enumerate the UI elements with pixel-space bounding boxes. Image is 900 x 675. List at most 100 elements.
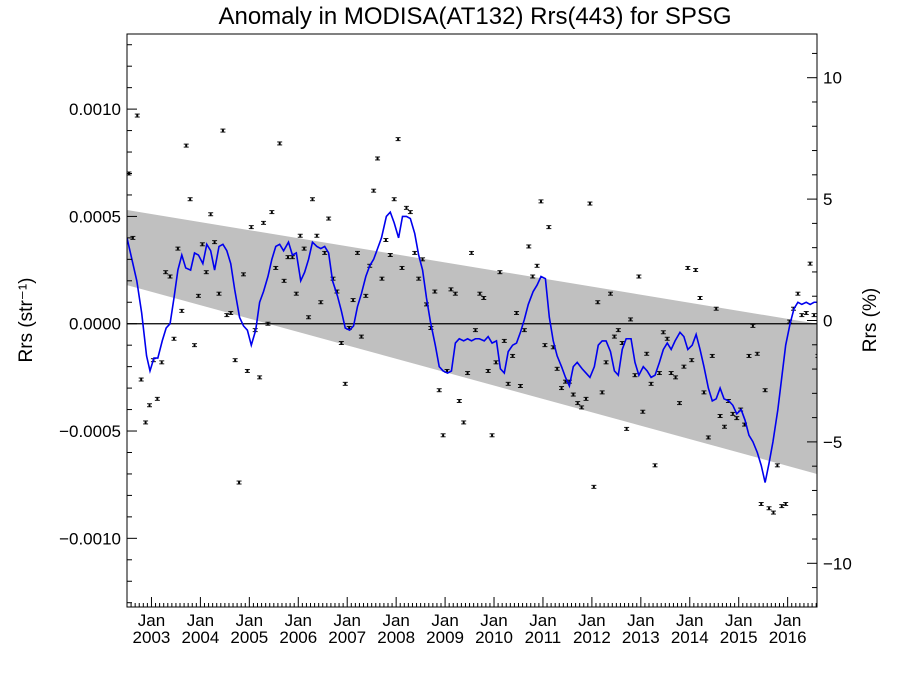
x-tick-year-label: 2007 <box>328 628 366 647</box>
data-point <box>559 386 565 391</box>
data-point <box>607 291 613 296</box>
data-point <box>676 401 682 406</box>
data-point <box>762 388 768 393</box>
data-point <box>199 242 205 247</box>
data-point <box>269 210 275 215</box>
data-point <box>232 358 238 363</box>
data-point <box>770 510 776 515</box>
x-tick-month-label: Jan <box>725 611 752 630</box>
data-point <box>510 353 516 358</box>
data-point <box>143 420 149 425</box>
data-point <box>314 233 320 238</box>
data-point <box>293 291 299 296</box>
data-point <box>554 366 560 371</box>
data-point <box>273 265 279 270</box>
data-point <box>399 265 405 270</box>
data-point <box>469 250 475 255</box>
x-tick-month-label: Jan <box>334 611 361 630</box>
data-point <box>318 300 324 305</box>
data-point <box>530 274 536 279</box>
data-point <box>265 321 271 326</box>
data-point <box>628 317 634 322</box>
right-tick-label: 10 <box>823 69 842 88</box>
data-point <box>354 250 360 255</box>
data-point <box>648 381 654 386</box>
left-tick-label: −0.0005 <box>59 422 121 441</box>
data-point <box>730 411 736 416</box>
data-point <box>363 293 369 298</box>
data-point <box>505 381 511 386</box>
data-point <box>656 371 662 376</box>
data-point <box>693 268 699 273</box>
data-point <box>440 433 446 438</box>
data-point <box>350 298 356 303</box>
right-tick-label: −10 <box>823 554 852 573</box>
data-point <box>395 137 401 142</box>
x-tick-month-label: Jan <box>480 611 507 630</box>
data-point <box>195 293 201 298</box>
data-point <box>673 375 679 380</box>
data-point <box>412 250 418 255</box>
data-point <box>774 463 780 468</box>
left-tick-label: 0.0005 <box>69 207 121 226</box>
data-point <box>546 225 552 230</box>
x-tick-month-label: Jan <box>774 611 801 630</box>
x-tick-month-label: Jan <box>578 611 605 630</box>
data-point <box>220 128 226 133</box>
data-point <box>644 351 650 356</box>
data-point <box>583 396 589 401</box>
data-point <box>179 308 185 313</box>
trend-band <box>127 209 817 474</box>
data-point <box>632 373 638 378</box>
data-point <box>322 250 328 255</box>
data-point <box>579 405 585 410</box>
x-tick-month-label: Jan <box>382 611 409 630</box>
data-point <box>171 336 177 341</box>
data-point <box>746 353 752 358</box>
data-point <box>371 188 377 193</box>
x-tick-year-label: 2015 <box>720 628 758 647</box>
data-point <box>575 401 581 406</box>
data-point <box>754 351 760 356</box>
x-tick-year-label: 2010 <box>475 628 513 647</box>
data-point <box>452 291 458 296</box>
data-point <box>285 255 291 260</box>
data-point <box>379 276 385 281</box>
data-point <box>501 338 507 343</box>
data-point <box>159 360 165 365</box>
data-point <box>138 377 144 382</box>
x-tick-month-label: Jan <box>529 611 556 630</box>
monthly-points <box>127 113 817 515</box>
data-point <box>248 225 254 230</box>
data-point <box>326 216 332 221</box>
data-point <box>591 484 597 489</box>
data-point <box>224 313 230 318</box>
x-tick-month-label: Jan <box>627 611 654 630</box>
x-tick-month-label: Jan <box>285 611 312 630</box>
data-point <box>803 311 809 315</box>
data-point <box>358 334 364 339</box>
data-point <box>595 300 601 305</box>
data-point <box>134 113 140 118</box>
data-point <box>257 375 263 380</box>
data-point <box>228 311 234 315</box>
plot-area <box>127 113 817 515</box>
data-point <box>587 201 593 206</box>
data-point <box>722 424 728 429</box>
x-tick-year-label: 2009 <box>426 628 464 647</box>
data-point <box>497 270 503 275</box>
data-point <box>187 197 193 202</box>
right-tick-label: 5 <box>823 190 832 209</box>
data-point <box>685 265 691 270</box>
data-point <box>432 289 438 294</box>
data-point <box>261 220 267 225</box>
data-point <box>799 313 805 318</box>
data-point <box>570 392 576 397</box>
data-point <box>306 315 312 320</box>
x-tick-year-label: 2013 <box>622 628 660 647</box>
data-point <box>481 296 487 300</box>
data-point <box>599 390 605 395</box>
data-point <box>244 368 250 373</box>
data-point <box>338 341 344 345</box>
